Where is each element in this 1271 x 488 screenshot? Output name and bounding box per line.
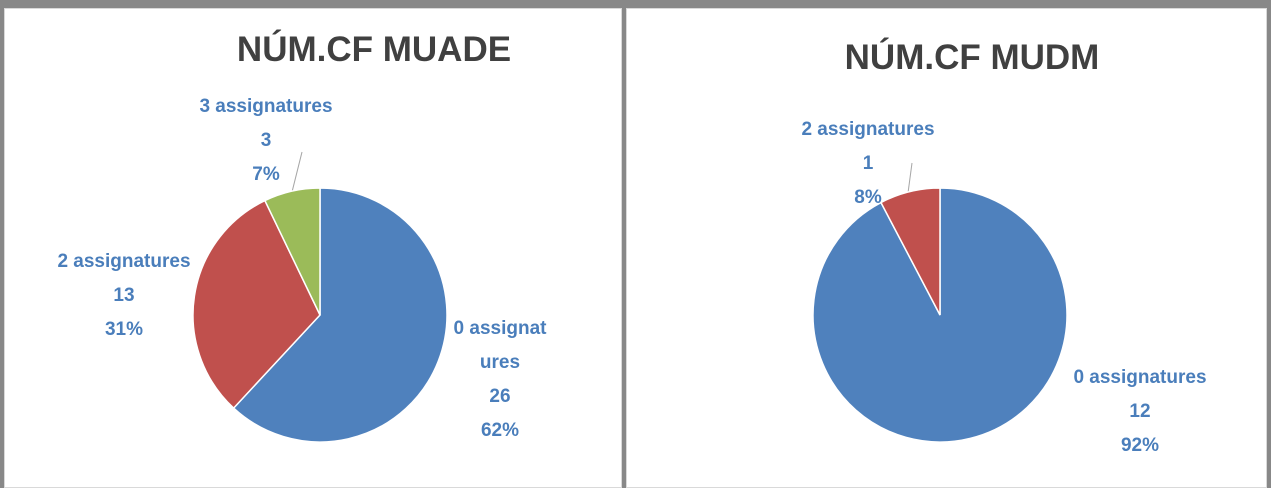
label-category: 2 assignatures: [57, 251, 191, 272]
label-value: 3: [260, 130, 272, 151]
label-percent: 92%: [1120, 435, 1160, 456]
pie-slice: [263, 187, 321, 316]
chart-title: NÚM.CF MUDM: [844, 38, 1100, 77]
data-label: 3 assignatures 3 7%: [176, 90, 356, 192]
label-percent: 8%: [854, 187, 882, 208]
pie-slice: [232, 187, 448, 443]
data-label: 0 assignatures 12 92%: [1050, 361, 1230, 463]
label-percent: 62%: [480, 420, 520, 441]
label-value: 12: [1129, 401, 1151, 422]
label-category: 0 assignatures: [453, 318, 547, 373]
pie-slice: [192, 199, 321, 410]
label-percent: 7%: [252, 164, 280, 185]
chart-title: NÚM.CF MUADE: [236, 30, 512, 69]
label-percent: 31%: [104, 319, 144, 340]
label-category: 0 assignatures: [1073, 367, 1207, 388]
label-category: 2 assignatures: [801, 119, 935, 140]
label-value: 1: [862, 153, 874, 174]
leader-line: [907, 162, 913, 194]
label-value: 26: [489, 386, 511, 407]
label-value: 13: [113, 285, 135, 306]
data-label: 0 assignatures 26 62%: [453, 312, 548, 448]
label-category: 3 assignatures: [199, 96, 333, 117]
data-label: 2 assignatures 1 8%: [778, 113, 958, 215]
pie-slice: [879, 187, 941, 316]
leader-line: [291, 151, 303, 193]
data-label: 2 assignatures 13 31%: [34, 245, 214, 347]
